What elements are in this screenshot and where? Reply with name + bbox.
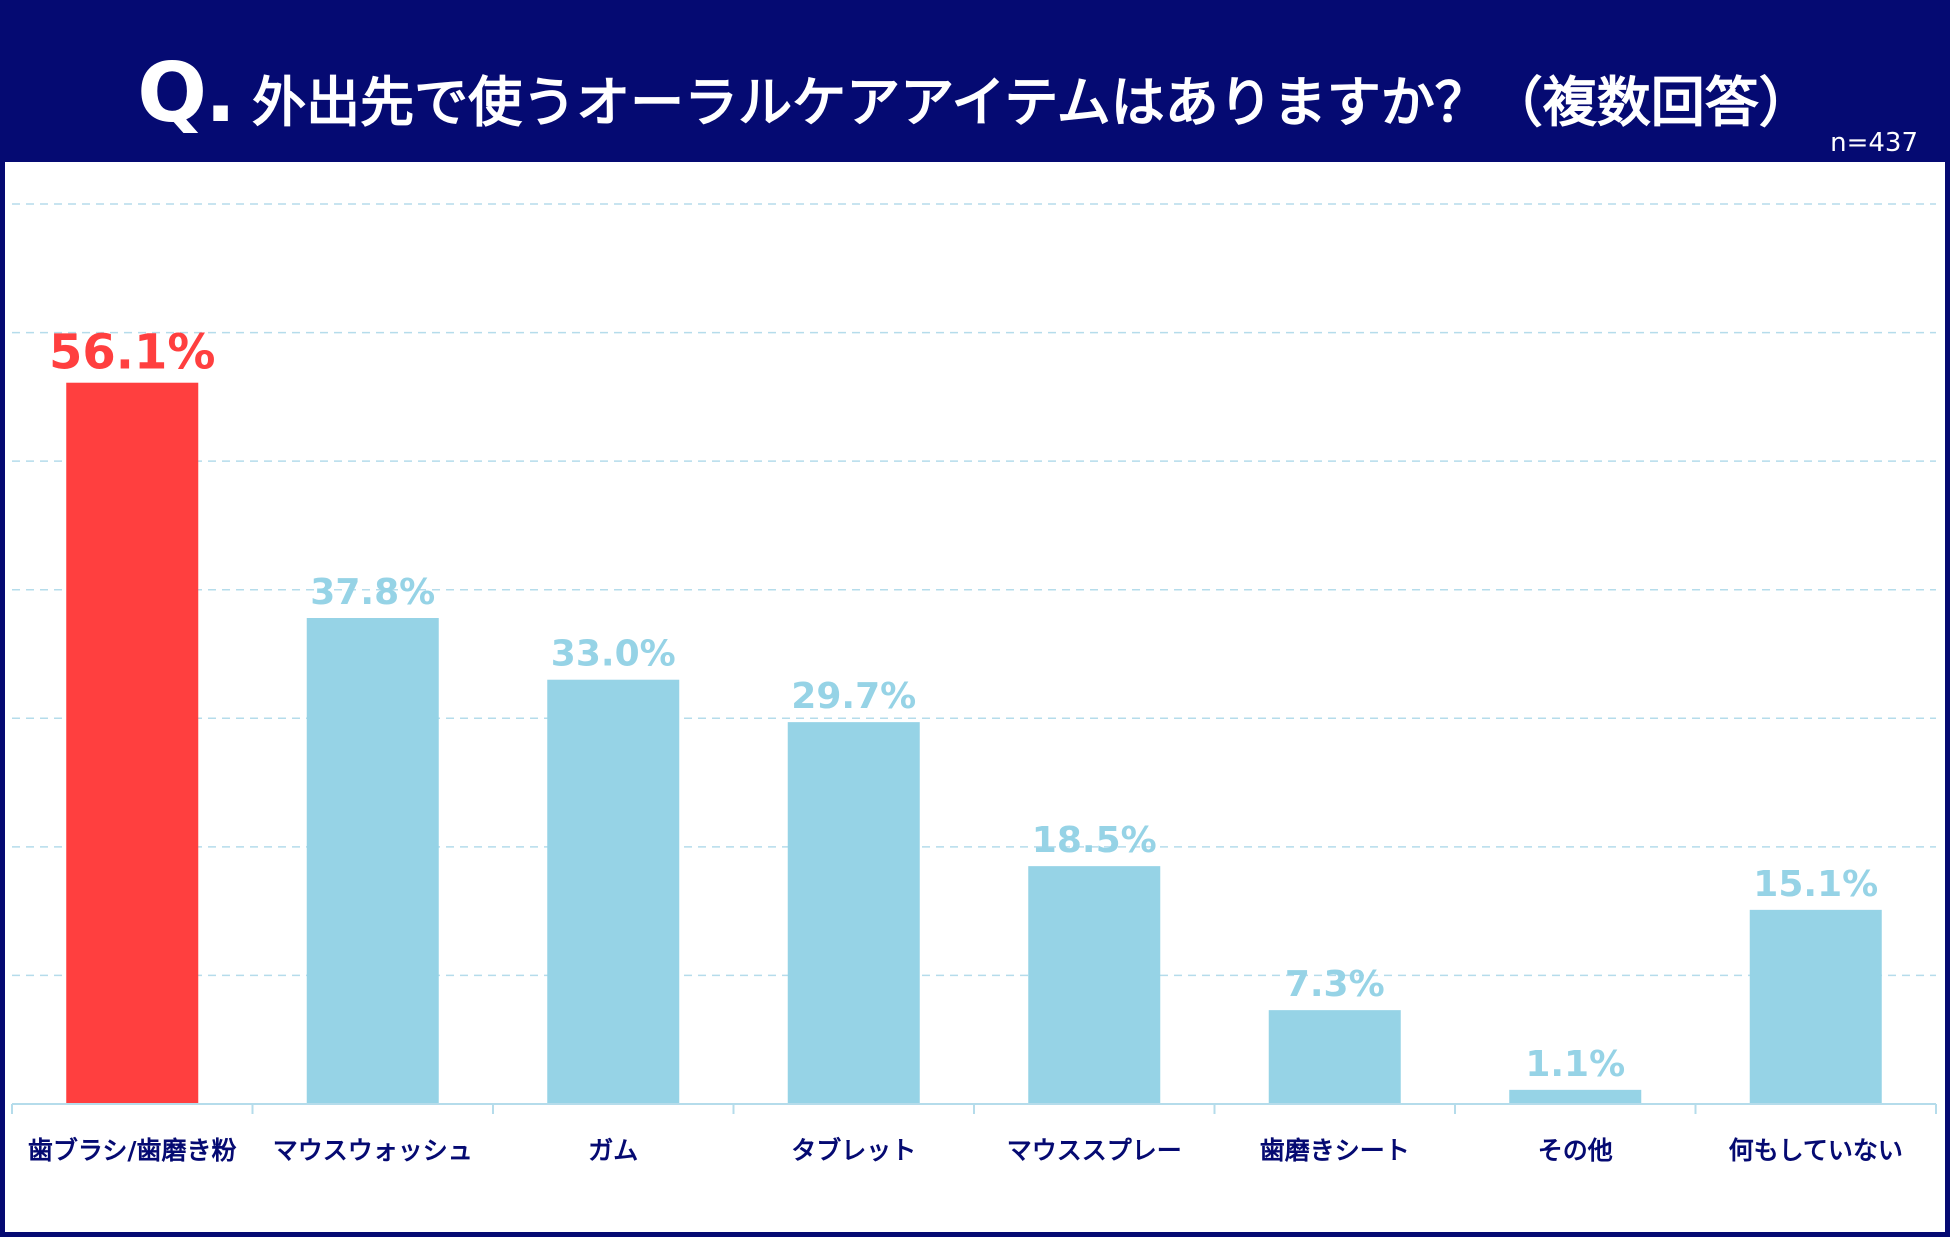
question-mark: Q. <box>137 46 236 141</box>
category-label: 何もしていない <box>1729 1136 1903 1165</box>
data-label: 56.1% <box>49 325 216 381</box>
category-label: マウスウォッシュ <box>273 1136 473 1165</box>
bar <box>1749 909 1882 1104</box>
data-label: 7.3% <box>1285 964 1385 1005</box>
data-label: 15.1% <box>1753 864 1878 905</box>
data-label: 37.8% <box>310 572 435 613</box>
category-label: マウススプレー <box>1007 1136 1182 1165</box>
question-title: 外出先で使うオーラルケアアイテムはありますか？（複数回答） <box>252 71 1813 134</box>
labels: 56.1% 歯ブラシ/歯磨き粉 37.8% マウスウォッシュ 33.0% ガム 29.7% タ… <box>28 325 1903 1165</box>
bar <box>547 679 680 1104</box>
bar <box>1028 866 1161 1104</box>
category-label: ガム <box>588 1136 638 1165</box>
bar <box>787 722 920 1104</box>
category-label: 歯ブラシ/歯磨き粉 <box>28 1136 237 1165</box>
bar <box>1268 1010 1401 1104</box>
sample-size: n=437 <box>1830 128 1918 158</box>
bars <box>66 382 1882 1104</box>
bar <box>306 618 439 1104</box>
x-axis <box>11 1103 1937 1114</box>
data-label: 33.0% <box>551 634 676 675</box>
category-label: タブレット <box>791 1136 916 1165</box>
category-label: その他 <box>1538 1136 1613 1165</box>
title-row: Q. 外出先で使うオーラルケアアイテムはありますか？（複数回答） <box>0 46 1950 146</box>
bar <box>66 382 199 1104</box>
data-label: 1.1% <box>1525 1044 1625 1085</box>
gridlines <box>12 203 1936 977</box>
data-label: 18.5% <box>1032 820 1157 861</box>
data-label: 29.7% <box>791 676 916 717</box>
bar <box>1509 1089 1642 1104</box>
question-header: Q. 外出先で使うオーラルケアアイテムはありますか？（複数回答） n=437 <box>0 0 1950 162</box>
category-label: 歯磨きシート <box>1260 1136 1410 1165</box>
